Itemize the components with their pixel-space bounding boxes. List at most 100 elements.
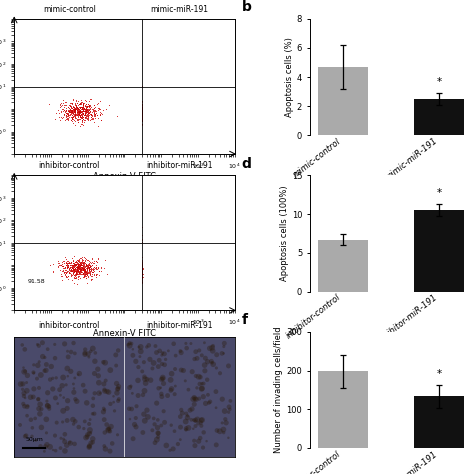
Point xyxy=(61,107,69,115)
Point xyxy=(68,107,76,115)
Point xyxy=(144,413,152,421)
Point xyxy=(73,104,81,111)
Point xyxy=(71,350,79,357)
Point xyxy=(82,434,90,441)
Point xyxy=(75,370,83,377)
Point xyxy=(138,264,146,271)
Text: inhibitor-miR-191: inhibitor-miR-191 xyxy=(146,321,213,330)
Point xyxy=(73,106,81,113)
Point xyxy=(78,113,85,121)
Point xyxy=(138,110,146,118)
Point xyxy=(85,98,93,105)
Point xyxy=(138,273,146,280)
Point xyxy=(82,107,90,114)
Point xyxy=(79,266,86,274)
Point xyxy=(141,373,148,381)
Point xyxy=(138,110,146,118)
Point xyxy=(71,268,78,276)
Point xyxy=(74,104,82,112)
Point xyxy=(89,106,97,114)
Point xyxy=(78,100,85,108)
Point xyxy=(36,443,44,450)
Point xyxy=(79,109,87,117)
Point xyxy=(139,391,147,399)
Point xyxy=(72,105,79,112)
Point xyxy=(139,273,146,281)
Point xyxy=(58,382,66,390)
Point xyxy=(73,105,81,113)
Point xyxy=(70,267,78,275)
Point xyxy=(84,106,91,113)
Point xyxy=(78,264,86,272)
Point xyxy=(101,406,109,414)
Point xyxy=(138,269,146,277)
Point xyxy=(83,399,91,407)
Point xyxy=(138,261,146,268)
Point xyxy=(23,403,31,410)
Point xyxy=(138,261,146,269)
Point xyxy=(100,380,108,388)
Point xyxy=(138,83,146,91)
Point xyxy=(192,395,200,403)
Point xyxy=(138,239,146,247)
Point xyxy=(168,370,175,377)
Point xyxy=(74,109,82,116)
Point xyxy=(71,260,78,268)
Point xyxy=(87,264,95,272)
Point xyxy=(74,105,82,113)
Point xyxy=(85,264,93,271)
Point xyxy=(138,109,146,117)
Point xyxy=(92,271,100,278)
Point xyxy=(138,103,146,111)
Point xyxy=(82,260,90,268)
Point xyxy=(126,342,133,349)
Point xyxy=(204,391,212,399)
Point xyxy=(191,355,198,363)
Point xyxy=(78,104,85,112)
Point xyxy=(76,267,84,274)
Point xyxy=(103,388,111,395)
Point xyxy=(73,104,80,111)
Point xyxy=(91,257,98,264)
Point xyxy=(79,109,86,117)
Point xyxy=(82,271,89,279)
Point xyxy=(72,113,79,120)
Point xyxy=(138,83,146,91)
Point xyxy=(61,98,69,106)
Point xyxy=(83,267,91,274)
Point xyxy=(138,236,146,244)
Point xyxy=(198,352,206,359)
Point xyxy=(138,266,146,273)
Point xyxy=(151,439,159,447)
Point xyxy=(221,407,228,415)
Point xyxy=(35,395,42,403)
Point xyxy=(64,276,72,283)
Point xyxy=(138,114,146,122)
Point xyxy=(64,110,72,118)
Point xyxy=(87,104,94,111)
Point xyxy=(86,262,94,270)
Point xyxy=(77,264,85,272)
Point xyxy=(62,262,70,269)
Point xyxy=(138,368,146,375)
Point xyxy=(63,268,71,276)
Point xyxy=(70,108,78,116)
Point xyxy=(138,107,146,115)
Point xyxy=(138,268,146,276)
Point xyxy=(186,407,194,414)
Point xyxy=(138,239,146,247)
Point xyxy=(58,262,65,269)
Point xyxy=(85,264,93,272)
Point xyxy=(80,101,87,109)
Point xyxy=(70,273,78,281)
Point xyxy=(71,112,79,119)
Point xyxy=(80,111,87,118)
Point xyxy=(76,122,84,130)
Point xyxy=(69,109,77,117)
Point xyxy=(81,96,88,104)
Point xyxy=(73,104,81,111)
Point xyxy=(138,264,146,272)
Point xyxy=(68,266,75,274)
Point xyxy=(138,257,146,264)
Point xyxy=(79,265,87,273)
